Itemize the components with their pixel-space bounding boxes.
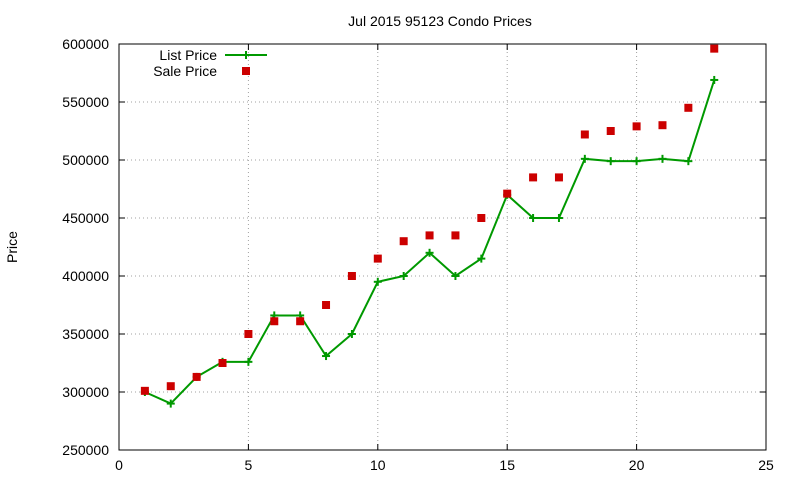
list-price-point xyxy=(554,214,563,222)
y-tick-label: 300000 xyxy=(62,384,109,400)
sale-price-point xyxy=(606,127,615,135)
list-price-point xyxy=(347,330,356,338)
sale-price-point xyxy=(166,382,175,391)
sale-price-point xyxy=(477,214,486,222)
y-tick-label: 350000 xyxy=(62,326,109,342)
series-group xyxy=(140,44,719,408)
sale-price-point xyxy=(580,130,589,139)
sale-price-point xyxy=(270,317,279,326)
y-tick-label: 250000 xyxy=(62,442,109,458)
list-price-point xyxy=(425,248,434,257)
list-price-point xyxy=(529,214,538,222)
list-price-point xyxy=(244,357,253,366)
sale-price-point xyxy=(322,301,331,309)
x-tick-label: 10 xyxy=(370,457,386,473)
sale-price-point xyxy=(399,237,408,246)
list-price-point xyxy=(399,272,408,280)
legend-label: List Price xyxy=(159,47,217,63)
sale-price-point xyxy=(140,386,149,395)
axis-ticks: 0 5 10 15 20 25 250000 300000 350000 400000 450000… xyxy=(62,36,774,473)
y-tick-label: 500000 xyxy=(62,152,109,168)
legend-square-swatch xyxy=(242,67,250,75)
sale-price-point xyxy=(503,189,512,198)
x-tick-label: 20 xyxy=(629,457,645,473)
list-price-point xyxy=(322,352,331,361)
chart-title: Jul 2015 95123 Condo Prices xyxy=(348,13,532,29)
grid xyxy=(119,44,766,450)
sale-price-point xyxy=(632,122,641,131)
y-tick-label: 450000 xyxy=(62,210,109,226)
sale-price-point xyxy=(658,121,667,130)
x-tick-label: 0 xyxy=(115,457,123,473)
sale-price-point xyxy=(529,173,538,182)
x-tick-label: 15 xyxy=(499,457,515,473)
sale-price-point xyxy=(296,317,305,326)
sale-price-point xyxy=(554,173,563,182)
list-price-point xyxy=(580,154,589,163)
sale-price-point xyxy=(684,103,693,112)
sale-price-point xyxy=(710,44,719,53)
plot-frame xyxy=(118,43,767,451)
sale-price-point xyxy=(244,330,253,338)
sale-price-point xyxy=(425,231,434,240)
sale-price-point xyxy=(347,272,356,280)
y-tick-label: 550000 xyxy=(62,94,109,110)
x-tick-label: 25 xyxy=(758,457,774,473)
sale-price-point xyxy=(218,359,227,367)
list-price-point xyxy=(166,399,175,408)
list-price-line xyxy=(144,79,716,405)
list-price-point xyxy=(373,277,382,286)
list-price-point xyxy=(477,254,486,263)
y-axis-label: Price xyxy=(4,231,20,263)
list-price-point xyxy=(632,157,641,166)
list-price-point xyxy=(684,157,693,166)
sale-price-point xyxy=(373,254,382,263)
y-tick-label: 400000 xyxy=(62,268,109,284)
y-tick-label: 600000 xyxy=(62,36,109,52)
list-price-point xyxy=(658,154,667,163)
list-price-point xyxy=(606,157,615,166)
legend-label: Sale Price xyxy=(153,63,217,79)
x-tick-label: 5 xyxy=(245,457,253,473)
legend-cross-swatch xyxy=(242,51,250,59)
list-price-point xyxy=(451,272,460,280)
list-price-point xyxy=(710,75,719,84)
sale-price-point xyxy=(192,372,201,381)
sale-price-point xyxy=(451,231,460,240)
